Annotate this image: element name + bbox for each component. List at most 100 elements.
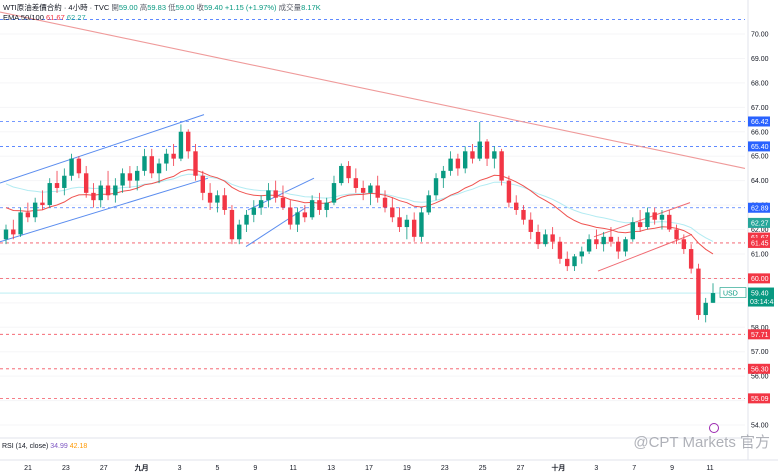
candle-body [142, 156, 147, 171]
candle [688, 244, 694, 274]
candle-body [543, 234, 548, 245]
candle [346, 161, 351, 184]
candlesticks [3, 121, 716, 323]
date-tick: 9 [670, 465, 674, 472]
date-tick: 27 [517, 465, 525, 472]
candle-body [207, 192, 213, 203]
symbol-legend[interactable]: WTI原油差價合約 · 4小時 · TVC 開59.00 高59.83 低59.… [3, 3, 321, 13]
rsi-value-1: 34.99 [50, 443, 68, 450]
candle [62, 168, 67, 196]
candle-body [47, 183, 52, 206]
date-tick: 17 [365, 465, 373, 472]
candle [594, 229, 599, 250]
ema100-line [5, 173, 714, 242]
candle [506, 175, 512, 208]
candle [484, 139, 490, 166]
candle-body [83, 173, 89, 193]
downtrend-line [0, 11, 746, 169]
candle [411, 212, 417, 242]
candle [601, 231, 606, 252]
candle-body [368, 185, 373, 193]
price-label-value: 62.89 [751, 205, 769, 212]
candle-body [186, 131, 191, 152]
change-value: +1.15 (+1.97%) [224, 3, 277, 12]
candle [40, 190, 45, 210]
price-label-red: 61.45 [748, 237, 770, 248]
candle-body [528, 219, 533, 232]
price-label-value: 62.27 [751, 220, 769, 227]
candle-body [659, 214, 665, 220]
candle-body [91, 192, 96, 201]
candle-body [710, 293, 716, 303]
candle [696, 263, 701, 320]
candle [397, 207, 402, 232]
candle [302, 205, 308, 223]
candle-body [630, 222, 636, 240]
candle [659, 209, 665, 230]
open-label: 開 [111, 3, 119, 12]
ema50-line [5, 169, 714, 255]
candle [317, 192, 322, 215]
price-label-box [748, 363, 770, 374]
candle [477, 121, 482, 162]
volume-label: 成交量 [278, 3, 302, 12]
candle-body [601, 236, 606, 245]
date-tick: 九月 [134, 463, 149, 472]
currency-label: USD [723, 290, 738, 297]
candle-body [200, 175, 205, 193]
price-label-value: 60.00 [751, 276, 769, 283]
candle [630, 217, 636, 242]
candle [557, 236, 563, 264]
candle [149, 148, 154, 179]
candle-body [134, 170, 140, 181]
candle-body [623, 239, 628, 252]
price-tick: 64.00 [751, 178, 769, 185]
rsi-legend[interactable]: RSI (14, close) 34.99 42.18 [2, 443, 87, 450]
candle [113, 178, 118, 203]
candle [550, 227, 555, 250]
candle [448, 151, 453, 176]
candle [98, 180, 103, 208]
date-tick: 7 [632, 465, 636, 472]
candle-body [331, 183, 337, 203]
date-tick: 9 [253, 465, 257, 472]
candle [251, 200, 257, 223]
candle-body [149, 156, 154, 174]
candle [280, 185, 286, 210]
candle-body [688, 249, 694, 269]
price-label-box [748, 237, 770, 248]
candle [368, 183, 373, 206]
candle-body [492, 151, 497, 159]
candle-body [419, 212, 424, 237]
candle [572, 253, 577, 272]
candle-body [120, 173, 125, 186]
price-tick: 70.00 [751, 32, 769, 39]
candle-body [521, 209, 526, 220]
candle-body [506, 180, 512, 203]
candle-body [40, 202, 45, 206]
price-label-value: 55.09 [751, 396, 769, 403]
date-tick: 27 [100, 465, 108, 472]
candle [455, 153, 461, 176]
date-tick: 11 [290, 465, 297, 472]
candle [295, 207, 300, 232]
date-tick: 3 [178, 465, 182, 472]
price-label-red: 56.30 [748, 363, 770, 374]
price-label-red: 60.00 [748, 273, 770, 284]
price-label-box [748, 217, 770, 228]
price-label-box [748, 232, 770, 243]
ema-legend[interactable]: EMA 50/100 61.67 62.27 [3, 13, 86, 23]
ema100-value: 62.27 [66, 13, 86, 22]
candle [390, 197, 395, 223]
candle-body [339, 165, 344, 184]
candle-body [594, 239, 599, 245]
last-price-box [748, 287, 774, 307]
candle [222, 187, 227, 215]
candle-body [309, 200, 315, 218]
candle [703, 297, 708, 323]
candle [105, 170, 111, 201]
candle [164, 148, 169, 171]
ema-lines [5, 169, 714, 255]
candle [514, 195, 519, 215]
